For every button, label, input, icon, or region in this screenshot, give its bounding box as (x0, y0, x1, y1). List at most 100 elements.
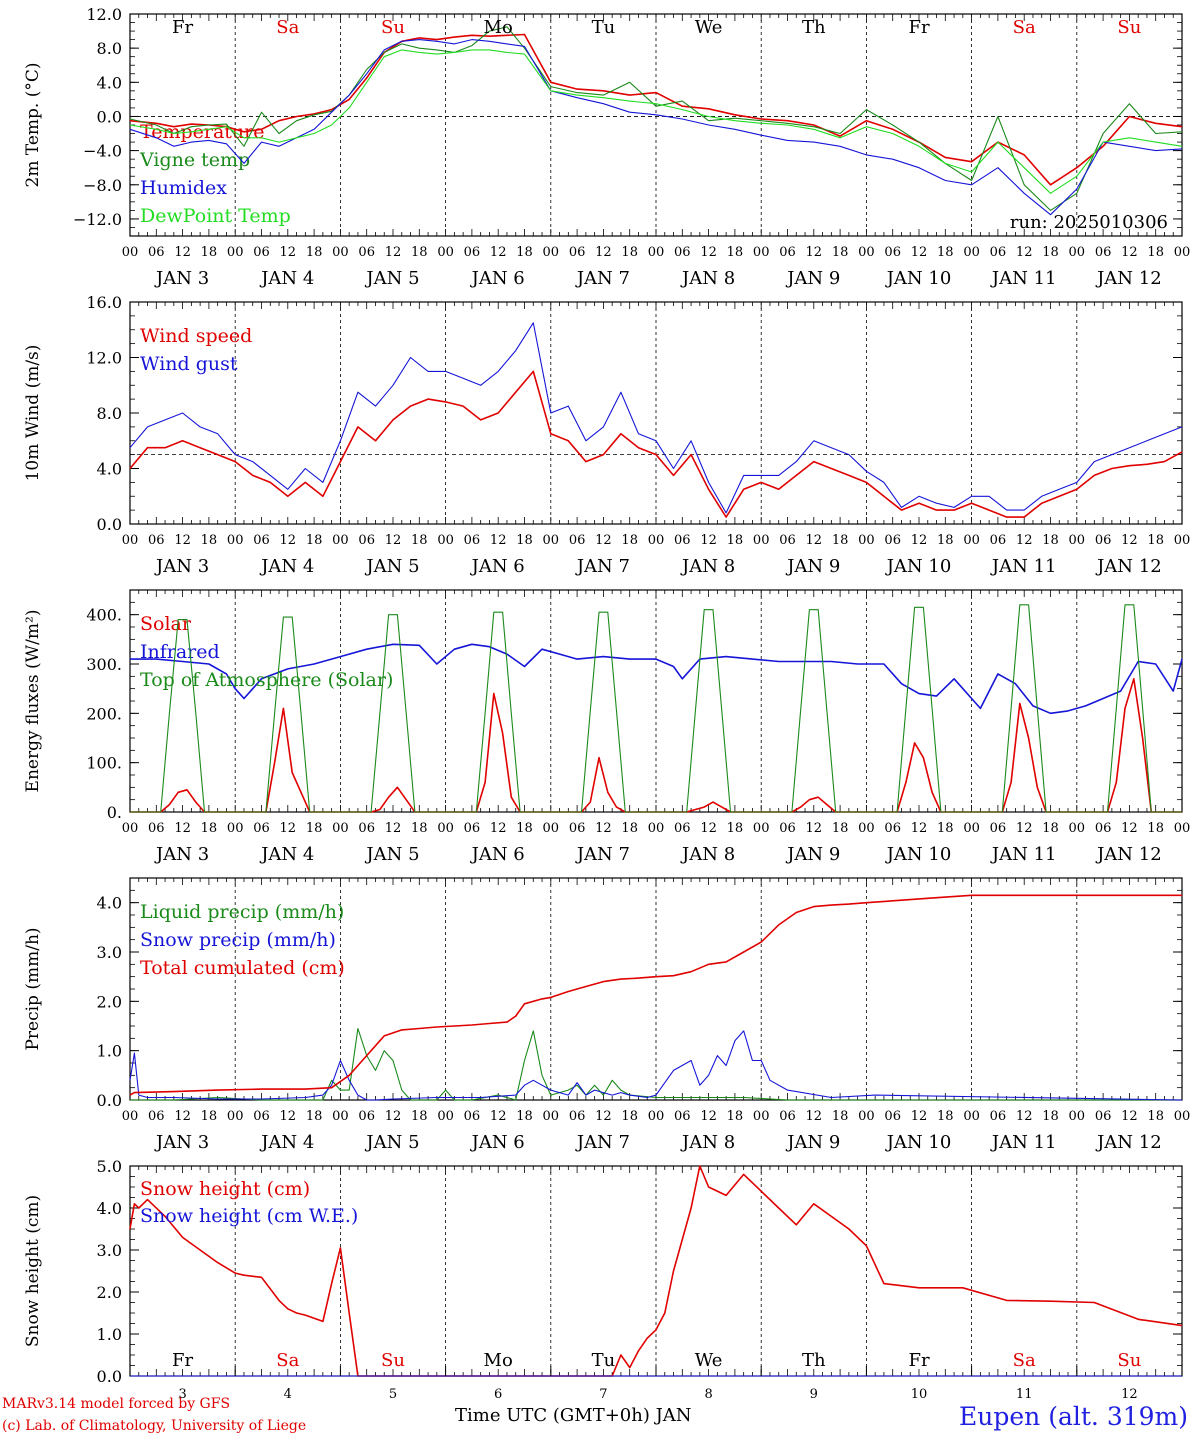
hour-tick-label: 00 (1174, 1109, 1191, 1124)
legend-entry: Infrared (140, 641, 220, 663)
hour-tick-label: 18 (937, 245, 954, 260)
date-label: JAN 5 (364, 556, 419, 577)
hour-tick-label: 00 (437, 533, 454, 548)
weekday-label-bottom: Tu (592, 1350, 616, 1371)
y-tick-label: 0.0 (97, 107, 122, 126)
date-label: JAN 5 (364, 1132, 419, 1153)
hour-tick-label: 12 (1016, 533, 1033, 548)
day-number-label: 11 (1016, 1387, 1033, 1402)
hour-tick-label: 00 (332, 1109, 349, 1124)
hour-tick-label: 12 (280, 533, 297, 548)
hour-tick-label: 06 (569, 821, 586, 836)
date-label: JAN 11 (990, 1132, 1057, 1153)
weekday-label-bottom: Sa (276, 1350, 299, 1371)
date-label: JAN 9 (785, 1132, 840, 1153)
hour-tick-label: 00 (543, 821, 560, 836)
x-axis-title: Time UTC (GMT+0h) JAN (455, 1405, 692, 1426)
hour-tick-label: 18 (727, 821, 744, 836)
series-line-wind-speed (129, 370, 1183, 518)
hour-tick-label: 12 (595, 821, 612, 836)
legend-entry: DewPoint Temp (140, 205, 291, 227)
date-label: JAN 7 (575, 268, 630, 289)
date-label: JAN 3 (154, 1132, 209, 1153)
hour-tick-label: 12 (280, 245, 297, 260)
hour-tick-label: 18 (621, 1109, 638, 1124)
hour-tick-label: 12 (595, 533, 612, 548)
hour-tick-label: 00 (1174, 821, 1191, 836)
y-axis-title: Precip (mm/h) (23, 927, 43, 1050)
hour-tick-label: 12 (911, 533, 928, 548)
hour-tick-label: 18 (516, 533, 533, 548)
hour-tick-label: 18 (832, 533, 849, 548)
date-label: JAN 3 (154, 556, 209, 577)
legend-entry: Snow precip (mm/h) (140, 929, 336, 951)
hour-tick-label: 00 (122, 1109, 139, 1124)
hour-tick-label: 18 (1042, 821, 1059, 836)
hour-tick-label: 18 (411, 245, 428, 260)
hour-tick-label: 00 (122, 821, 139, 836)
hour-tick-label: 18 (306, 533, 323, 548)
y-tick-label: 200. (86, 704, 122, 723)
weekday-label-top: Su (1117, 17, 1141, 38)
hour-tick-label: 06 (253, 533, 270, 548)
hour-tick-label: 06 (569, 533, 586, 548)
hour-tick-label: 12 (280, 821, 297, 836)
lab-credit: (c) Lab. of Climatology, University of L… (2, 1418, 307, 1434)
weekday-label-top: Th (802, 17, 826, 38)
run-annotation: run: 2025010306 (1010, 212, 1168, 233)
legend-entry: Humidex (140, 177, 227, 199)
hour-tick-label: 12 (911, 1109, 928, 1124)
hour-tick-label: 06 (674, 533, 691, 548)
day-number-label: 5 (389, 1387, 397, 1402)
hour-tick-label: 18 (516, 245, 533, 260)
hour-tick-label: 18 (937, 821, 954, 836)
weekday-label-bottom: Su (1117, 1350, 1141, 1371)
weekday-label-top: Tu (592, 17, 616, 38)
hour-tick-label: 18 (411, 1109, 428, 1124)
hour-tick-label: 12 (1121, 533, 1138, 548)
hour-tick-label: 06 (990, 533, 1007, 548)
hour-tick-label: 00 (543, 533, 560, 548)
hour-tick-label: 00 (1069, 245, 1086, 260)
hour-tick-label: 00 (1174, 245, 1191, 260)
hour-tick-label: 06 (674, 821, 691, 836)
hour-tick-label: 18 (727, 1109, 744, 1124)
hour-tick-label: 18 (516, 1109, 533, 1124)
hour-tick-label: 06 (253, 245, 270, 260)
y-tick-label: 0.0 (97, 1367, 122, 1386)
hour-tick-label: 12 (700, 533, 717, 548)
y-tick-label: 2.0 (97, 992, 122, 1011)
hour-tick-label: 06 (358, 245, 375, 260)
hour-tick-label: 00 (437, 245, 454, 260)
legend-entry: Total cumulated (cm) (140, 957, 345, 979)
hour-tick-label: 12 (1016, 245, 1033, 260)
hour-tick-label: 06 (569, 1109, 586, 1124)
hour-tick-label: 06 (779, 1109, 796, 1124)
hour-tick-label: 06 (148, 245, 165, 260)
hour-tick-label: 00 (648, 533, 665, 548)
y-tick-label: 4.0 (97, 73, 122, 92)
hour-tick-label: 18 (306, 1109, 323, 1124)
date-label: JAN 9 (785, 556, 840, 577)
hour-tick-label: 06 (148, 821, 165, 836)
date-label: JAN 6 (470, 1132, 525, 1153)
hour-tick-label: 12 (174, 533, 191, 548)
hour-tick-label: 12 (1121, 245, 1138, 260)
hour-tick-label: 00 (858, 533, 875, 548)
hour-tick-label: 00 (1069, 533, 1086, 548)
hour-tick-label: 12 (490, 533, 507, 548)
weekday-label-bottom: Th (802, 1350, 826, 1371)
legend-entry: Wind speed (140, 325, 252, 347)
hour-tick-label: 00 (543, 245, 560, 260)
y-tick-label: 100. (86, 754, 122, 773)
hour-tick-label: 18 (411, 533, 428, 548)
hour-tick-label: 18 (832, 1109, 849, 1124)
hour-tick-label: 06 (148, 533, 165, 548)
hour-tick-label: 00 (963, 533, 980, 548)
hour-tick-label: 18 (937, 1109, 954, 1124)
station-name: Eupen (alt. 319m) (959, 1402, 1188, 1431)
hour-tick-label: 12 (700, 1109, 717, 1124)
hour-tick-label: 12 (490, 1109, 507, 1124)
date-label: JAN 8 (680, 556, 735, 577)
hour-tick-label: 18 (1147, 821, 1164, 836)
